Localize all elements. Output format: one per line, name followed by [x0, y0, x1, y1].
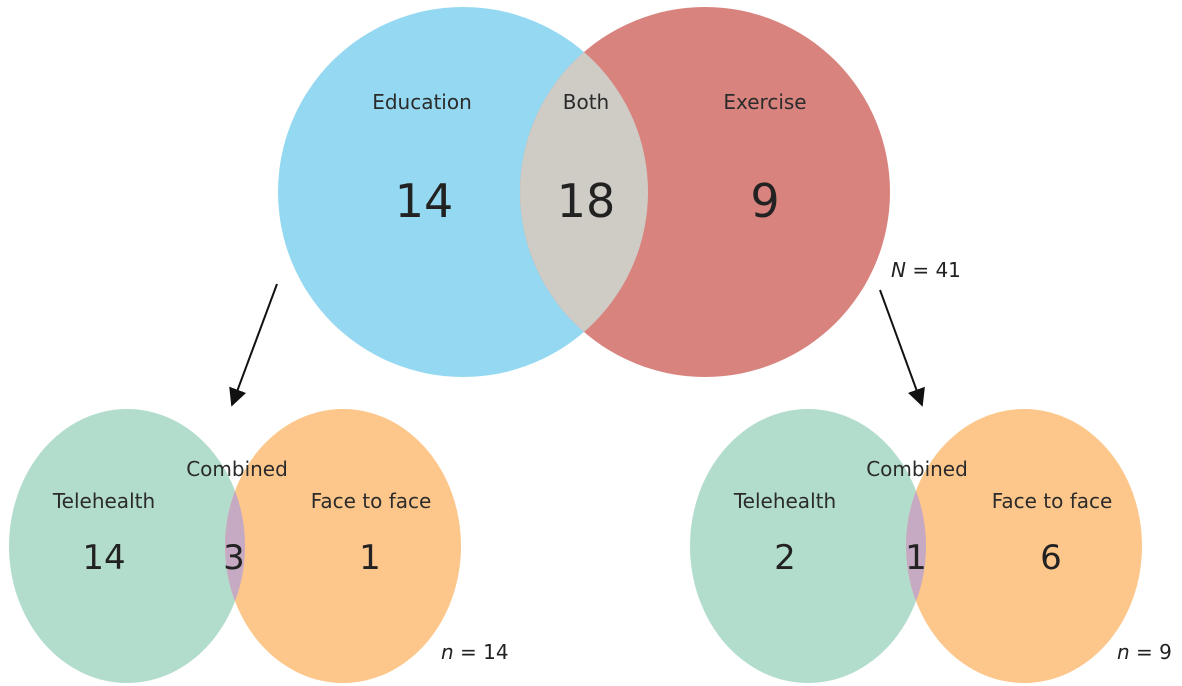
exercise-count: 9 [750, 174, 779, 228]
face-to-face-circle [225, 409, 461, 683]
top-total: N = 41 [891, 258, 961, 282]
face-to-face-count: 6 [1040, 538, 1062, 578]
telehealth-label: Telehealth [733, 489, 836, 513]
bottom-left-total-symbol: n [441, 640, 454, 664]
education-count: 14 [395, 174, 454, 228]
telehealth-label: Telehealth [52, 489, 155, 513]
telehealth-circle [690, 409, 926, 683]
arrow-left [229, 283, 278, 407]
face-to-face-circle [906, 409, 1142, 683]
bottom-left-total-value: = 14 [454, 640, 509, 664]
combined-label: Combined [186, 457, 288, 481]
bottom-left-total: n = 14 [441, 640, 509, 664]
bottom-right-venn: Telehealth Combined Face to face 2 1 6 n = 9 [690, 409, 1172, 683]
combined-count: 1 [905, 538, 927, 578]
face-to-face-label: Face to face [992, 489, 1113, 513]
both-label: Both [563, 90, 609, 114]
face-to-face-label: Face to face [311, 489, 432, 513]
combined-label: Combined [866, 457, 968, 481]
exercise-label: Exercise [723, 90, 806, 114]
telehealth-count: 2 [774, 538, 796, 578]
telehealth-count: 14 [82, 538, 125, 578]
bottom-right-total-symbol: n [1117, 640, 1130, 664]
bottom-right-total: n = 9 [1117, 640, 1172, 664]
top-total-symbol: N [891, 258, 906, 282]
arrow-right [879, 289, 925, 407]
bottom-left-venn: Telehealth Combined Face to face 14 3 1 n = 14 [9, 409, 509, 683]
combined-count: 3 [223, 538, 245, 578]
face-to-face-count: 1 [359, 538, 381, 578]
bottom-right-total-value: = 9 [1130, 640, 1172, 664]
top-venn: Education Both Exercise 14 18 9 N = 41 [278, 7, 961, 377]
both-count: 18 [557, 174, 616, 228]
top-total-value: = 41 [906, 258, 961, 282]
telehealth-circle [9, 409, 245, 683]
education-label: Education [372, 90, 472, 114]
both-overlap [520, 7, 648, 377]
